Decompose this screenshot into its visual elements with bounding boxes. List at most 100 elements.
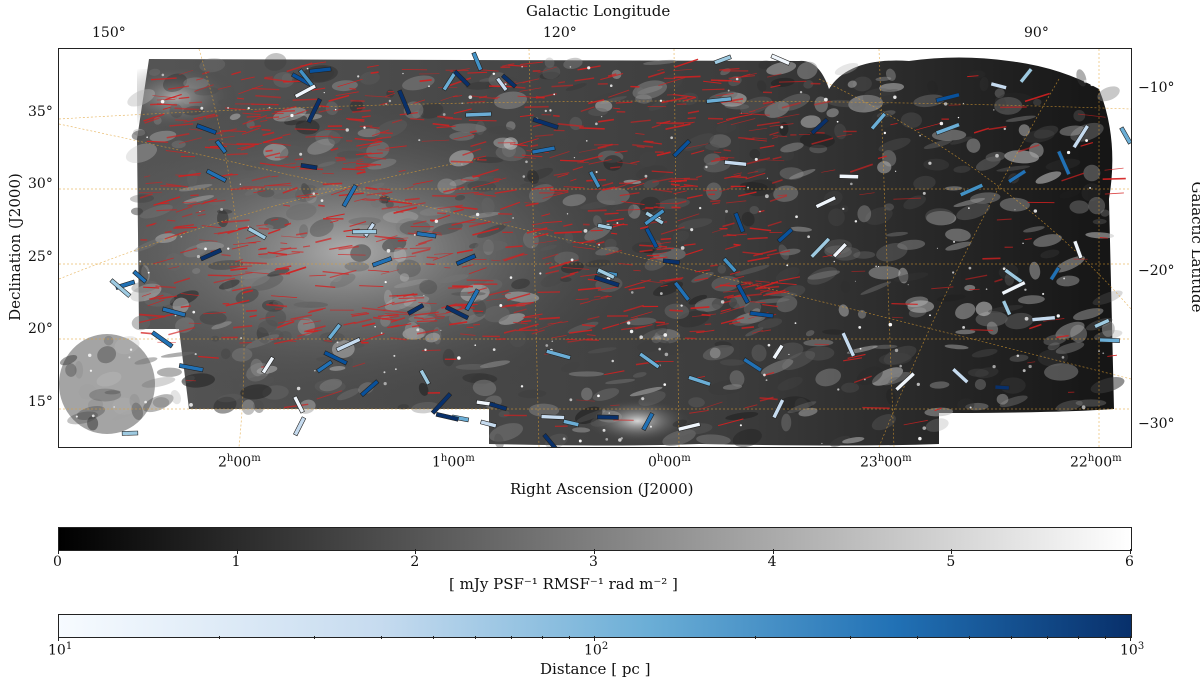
polarization-filament (508, 64, 528, 68)
starlight-bar-shape (749, 310, 774, 319)
texture-blob (112, 397, 136, 415)
polarization-filament (448, 286, 469, 289)
texture-blob (103, 335, 114, 346)
star-point (899, 364, 902, 368)
star-point (780, 125, 784, 129)
polarization-filament (146, 223, 156, 227)
starlight-bar-shape (161, 306, 187, 318)
polarization-filament (625, 177, 648, 186)
starlight-polarization-bar (199, 247, 223, 262)
texture-blob (893, 272, 929, 282)
polarization-filament (605, 249, 622, 256)
polarization-filament (656, 151, 671, 157)
texture-blob (561, 362, 580, 372)
starlight-bar-shape (488, 401, 508, 412)
polarization-filament (766, 250, 791, 256)
texture-blob (971, 348, 998, 358)
polarization-filament (280, 235, 305, 239)
polarization-filament (404, 197, 420, 201)
distance-minor-tick (1105, 636, 1107, 639)
polarization-filament (435, 315, 445, 317)
polarization-filament (316, 390, 343, 400)
texture-blob (1009, 354, 1029, 362)
texture-blob (852, 100, 866, 112)
starlight-bar-shape (309, 66, 332, 74)
star-point (418, 139, 421, 142)
starlight-polarization-bar (1018, 67, 1034, 84)
starlight-bar-shape (935, 92, 961, 103)
star-point (247, 107, 250, 110)
star-point (566, 213, 569, 215)
polarization-filament (572, 166, 584, 171)
polarization-filament (813, 100, 831, 106)
starlight-bar-shape (814, 195, 837, 209)
texture-blob (853, 251, 876, 259)
texture-blob (1035, 171, 1062, 184)
starlight-polarization-bar (638, 351, 661, 370)
texture-blob (1005, 115, 1036, 122)
polarization-filament (444, 117, 462, 120)
texture-blob (994, 96, 1023, 115)
polarization-filament (610, 404, 620, 406)
polarization-filament (652, 188, 673, 193)
texture-blob (1097, 86, 1120, 102)
polarization-filament (411, 248, 431, 255)
distance-tick-mark (1130, 636, 1131, 641)
polarization-filament (730, 118, 756, 126)
polarization-filament (261, 128, 271, 132)
polarization-filament (282, 186, 298, 194)
left-tick-15: 15° (28, 394, 53, 410)
polarization-filament (892, 316, 904, 319)
polarization-filament (472, 168, 499, 178)
polarization-filament (352, 362, 366, 368)
star-point (641, 397, 645, 401)
starlight-bar-shape (471, 51, 484, 72)
starlight-bar-shape (959, 182, 984, 198)
polarization-filament (432, 122, 450, 127)
polarization-filament (456, 249, 473, 254)
texture-blob (286, 203, 317, 221)
starlight-polarization-bar (662, 258, 681, 265)
texture-blob (196, 241, 225, 250)
starlight-bar-shape (109, 278, 132, 298)
star-point (428, 85, 430, 88)
texture-blob (307, 138, 335, 155)
texture-blob (487, 126, 514, 135)
star-point (180, 235, 183, 238)
polarization-filament (739, 282, 762, 291)
texture-blob (88, 398, 104, 412)
texture-blob (476, 224, 507, 238)
polarization-filament (468, 267, 487, 275)
starlight-polarization-bar (1071, 124, 1090, 149)
distance-tick-label: 102 (584, 641, 609, 659)
texture-blob (267, 268, 290, 277)
texture-blob (857, 309, 867, 319)
polarization-filament (364, 95, 391, 98)
texture-blob (160, 351, 195, 358)
star-point (384, 280, 387, 284)
polarization-filament (282, 133, 291, 137)
texture-blob (469, 211, 500, 219)
polarization-filament (660, 226, 685, 235)
polarization-filament (473, 193, 496, 197)
polarization-filament (230, 267, 248, 271)
polarization-filament (231, 244, 249, 250)
polarization-filament (1024, 238, 1032, 240)
polarization-filament (673, 68, 693, 72)
distance-minor-tick (569, 636, 571, 639)
polarization-filament (725, 244, 742, 250)
texture-blob (576, 140, 592, 156)
texture-blob (581, 387, 593, 401)
polarization-filament (259, 247, 267, 250)
polarization-filament (915, 122, 942, 131)
star-point (1014, 209, 1016, 211)
polarization-filament (139, 193, 153, 199)
polarization-filament (519, 114, 534, 118)
polarization-filament (588, 158, 612, 165)
polarization-filament (680, 185, 694, 188)
polarization-filament (562, 267, 590, 270)
polarization-filament (572, 246, 595, 250)
polarization-filament (332, 109, 342, 112)
texture-blob (131, 130, 148, 141)
texture-blob (967, 368, 989, 377)
